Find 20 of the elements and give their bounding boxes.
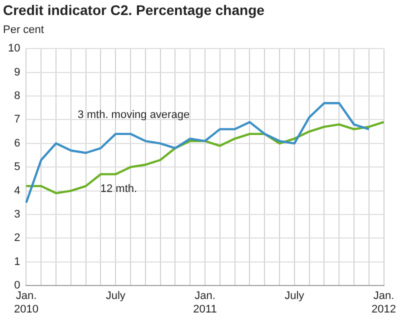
y-tick-label: 3 <box>14 208 20 221</box>
y-tick-label: 10 <box>8 42 20 55</box>
y-tick-label: 6 <box>14 137 20 150</box>
y-axis-title: Per cent <box>3 24 44 36</box>
y-tick-label: 4 <box>14 184 20 197</box>
y-tick-label: 5 <box>14 161 20 174</box>
series-label: 3 mth. moving average <box>78 108 190 121</box>
x-tick-label: Jan. 2010 <box>14 290 38 316</box>
x-tick-label: July <box>284 290 305 302</box>
y-tick-label: 1 <box>14 256 20 268</box>
chart-title: Credit indicator C2. Percentage change <box>3 2 264 18</box>
x-tick-label: Jan. 2012 <box>372 290 396 316</box>
x-tick-label: Jan. 2011 <box>193 290 217 316</box>
y-tick-label: 8 <box>14 90 20 102</box>
y-tick-label: 7 <box>14 114 20 126</box>
series-label: 12 mth. <box>100 183 138 196</box>
y-tick-label: 0 <box>14 280 20 292</box>
x-tick-label: July <box>106 290 126 302</box>
y-tick-label: 2 <box>14 232 20 244</box>
y-tick-label: 9 <box>14 66 20 78</box>
